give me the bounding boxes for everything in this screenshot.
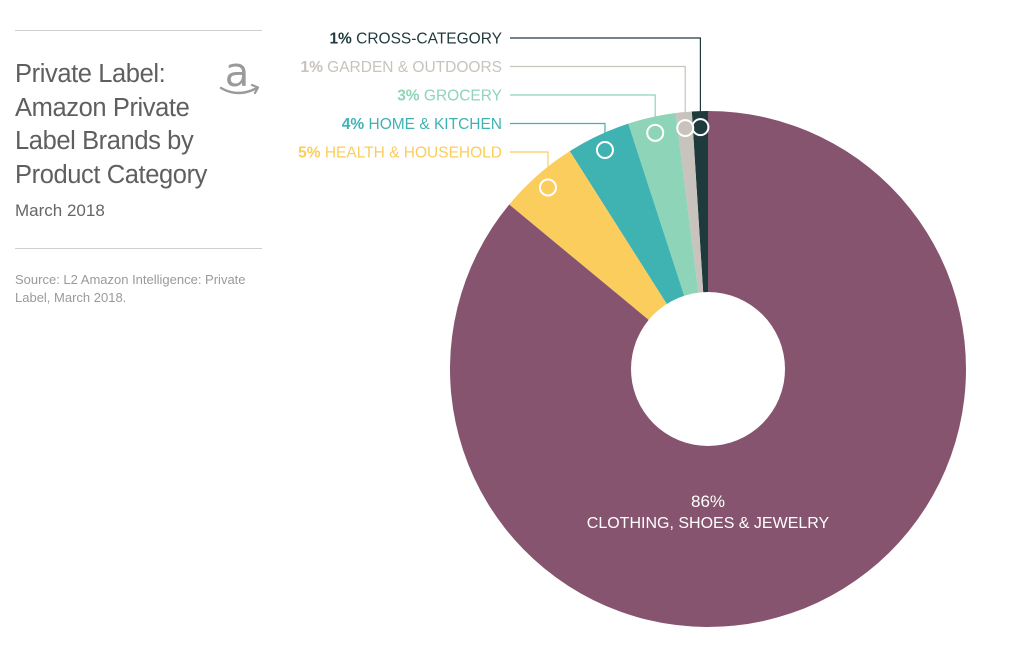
amazon-logo-letter: a [225,52,250,96]
callout-dot-cross-category [691,118,710,137]
label-value: 3% [397,88,420,105]
callout-dot-garden-and-outdoors [676,119,695,138]
amazon-logo-icon: a [219,52,260,96]
label-category: GROCERY [420,88,502,105]
label-garden-and-outdoors: 1% GARDEN & OUTDOORS [300,59,502,76]
label-value: 4% [342,116,365,133]
label-home-and-kitchen: 4% HOME & KITCHEN [342,116,502,133]
top-divider [15,30,262,31]
leader-cross-category [510,37,702,120]
amazon-logo-arrow [250,83,260,95]
label-category: HOME & KITCHEN [364,116,502,133]
callout-dot-grocery [646,123,665,142]
label-category: CROSS-CATEGORY [352,31,502,48]
page-subtitle: March 2018 [15,201,105,220]
main-slice-value: 86% [691,492,725,511]
main-slice-name: CLOTHING, SHOES & JEWELRY [587,515,830,532]
label-category: HEALTH & HOUSEHOLD [321,145,502,162]
page-title: Private Label: Amazon Private Label Bran… [15,60,208,189]
leader-home-and-kitchen [510,122,606,143]
label-value: 1% [300,59,323,76]
leader-lines [510,37,702,180]
label-grocery: 3% GROCERY [397,88,502,105]
leader-grocery [510,94,656,125]
middle-divider [15,248,262,249]
leader-garden-and-outdoors [510,65,686,121]
label-category: GARDEN & OUTDOORS [323,59,502,76]
label-health-and-household: 5% HEALTH & HOUSEHOLD [298,145,502,162]
label-value: 1% [329,31,352,48]
label-value: 5% [298,145,321,162]
amazon-logo-smile [219,86,259,95]
label-cross-category: 1% CROSS-CATEGORY [329,31,502,48]
donut-hole [631,292,785,446]
leader-health-and-household [510,151,549,180]
source-note: Source: L2 Amazon Intelligence: Private … [15,272,246,305]
callout-dot-health-and-household [538,178,557,197]
callout-dot-home-and-kitchen [595,141,614,160]
